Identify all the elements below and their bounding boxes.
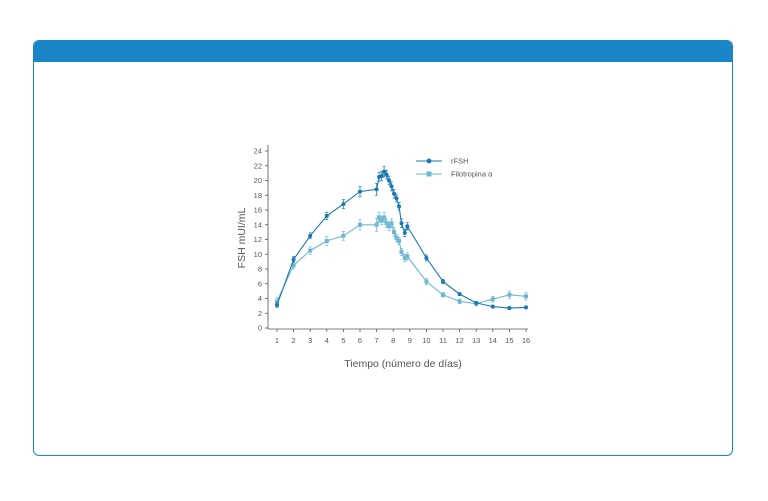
data-point bbox=[308, 233, 313, 238]
y-tick-label: 0 bbox=[258, 324, 262, 333]
legend-marker bbox=[426, 171, 432, 177]
data-point bbox=[389, 221, 394, 226]
data-point bbox=[384, 221, 389, 226]
x-tick-label: 10 bbox=[422, 336, 430, 345]
data-point bbox=[387, 224, 392, 229]
x-axis-label: Tiempo (número de días) bbox=[344, 358, 462, 370]
data-point bbox=[382, 169, 387, 174]
x-tick-label: 13 bbox=[472, 336, 480, 345]
y-tick-label: 6 bbox=[258, 279, 262, 288]
data-point bbox=[399, 221, 404, 226]
y-tick-label: 12 bbox=[254, 235, 262, 244]
legend-label: rFSH bbox=[451, 157, 469, 166]
data-point bbox=[379, 174, 384, 179]
y-tick-label: 24 bbox=[254, 147, 262, 156]
data-point bbox=[507, 292, 512, 297]
chart-series bbox=[275, 166, 528, 311]
data-point bbox=[402, 255, 407, 260]
series-rfsh bbox=[275, 166, 528, 311]
x-tick-label: 4 bbox=[325, 336, 329, 345]
data-point bbox=[384, 172, 389, 177]
data-point bbox=[374, 222, 379, 227]
x-tick-label: 16 bbox=[522, 336, 530, 345]
data-point bbox=[308, 248, 313, 253]
data-point bbox=[374, 187, 379, 192]
series-filotropina bbox=[275, 211, 528, 307]
data-point bbox=[392, 230, 397, 235]
y-tick-label: 20 bbox=[254, 176, 262, 185]
data-point bbox=[275, 303, 279, 308]
y-tick-label: 10 bbox=[254, 250, 262, 259]
y-tick-label: 18 bbox=[254, 191, 262, 200]
data-point bbox=[377, 215, 382, 220]
data-point bbox=[341, 202, 346, 207]
y-tick-label: 14 bbox=[254, 220, 262, 229]
data-point bbox=[507, 306, 512, 311]
data-point bbox=[402, 230, 407, 235]
data-point bbox=[392, 191, 397, 196]
data-point bbox=[291, 263, 296, 268]
data-point bbox=[394, 196, 399, 201]
x-tick-label: 9 bbox=[408, 336, 412, 345]
data-point bbox=[405, 254, 410, 259]
data-point bbox=[382, 215, 387, 220]
data-point bbox=[424, 279, 429, 284]
card-header-bar bbox=[34, 41, 732, 62]
data-point bbox=[424, 255, 429, 260]
data-point bbox=[324, 238, 329, 243]
data-point bbox=[397, 238, 402, 243]
chart-legend: rFSH Filotropina α bbox=[416, 157, 493, 179]
y-axis-label: FSH mUI/mL bbox=[236, 208, 248, 269]
legend-label: Filotropina α bbox=[451, 170, 493, 179]
y-tick-label: 22 bbox=[254, 161, 262, 170]
data-point bbox=[397, 204, 402, 209]
data-point bbox=[291, 257, 296, 262]
data-point bbox=[389, 184, 394, 189]
data-point bbox=[524, 305, 528, 310]
data-point bbox=[324, 213, 329, 218]
y-tick-label: 16 bbox=[254, 206, 262, 215]
data-point bbox=[275, 299, 279, 304]
data-point bbox=[457, 299, 462, 304]
data-point bbox=[399, 250, 404, 255]
x-tick-label: 7 bbox=[375, 336, 379, 345]
x-tick-label: 2 bbox=[292, 336, 296, 345]
x-tick-label: 12 bbox=[455, 336, 463, 345]
x-tick-label: 3 bbox=[308, 336, 312, 345]
data-point bbox=[524, 294, 528, 299]
y-tick-label: 2 bbox=[258, 309, 262, 318]
data-point bbox=[490, 304, 495, 309]
data-point bbox=[379, 218, 384, 223]
data-point bbox=[441, 292, 445, 297]
data-point bbox=[358, 189, 362, 194]
data-point bbox=[457, 292, 462, 297]
x-tick-label: 5 bbox=[341, 336, 345, 345]
data-point bbox=[341, 233, 346, 238]
x-tick-label: 8 bbox=[391, 336, 395, 345]
legend-marker bbox=[426, 158, 432, 164]
y-tick-label: 4 bbox=[258, 294, 262, 303]
x-tick-label: 1 bbox=[275, 336, 279, 345]
data-point bbox=[474, 300, 479, 305]
content-card bbox=[33, 40, 733, 456]
x-tick-label: 15 bbox=[505, 336, 513, 345]
series-line bbox=[276, 170, 527, 309]
x-tick-label: 14 bbox=[489, 336, 497, 345]
data-point bbox=[441, 279, 445, 284]
data-point bbox=[405, 224, 410, 229]
data-point bbox=[387, 178, 392, 183]
data-point bbox=[490, 297, 495, 302]
x-tick-label: 11 bbox=[439, 336, 447, 345]
data-point bbox=[394, 236, 399, 241]
x-tick-label: 6 bbox=[358, 336, 362, 345]
data-point bbox=[358, 222, 362, 227]
y-tick-label: 8 bbox=[258, 265, 262, 274]
